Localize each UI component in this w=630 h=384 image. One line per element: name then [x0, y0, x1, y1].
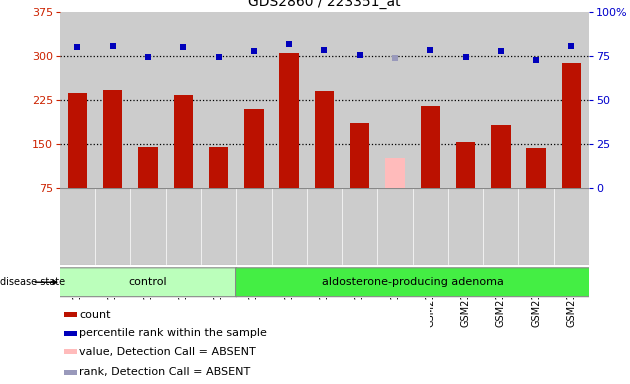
Text: aldosterone-producing adenoma: aldosterone-producing adenoma	[322, 277, 503, 287]
Bar	[68, 93, 87, 188]
Bar	[280, 53, 299, 188]
Bar	[350, 123, 369, 188]
Bar	[456, 142, 475, 188]
Bar	[315, 91, 334, 188]
Bar	[527, 147, 546, 188]
Bar	[491, 124, 510, 188]
Bar	[421, 106, 440, 188]
Bar	[103, 90, 122, 188]
FancyBboxPatch shape	[236, 268, 590, 297]
Bar	[139, 147, 158, 188]
Bar	[386, 157, 404, 188]
FancyBboxPatch shape	[59, 268, 237, 297]
Title: GDS2860 / 223351_at: GDS2860 / 223351_at	[248, 0, 401, 9]
Text: control: control	[129, 277, 168, 287]
Text: rank, Detection Call = ABSENT: rank, Detection Call = ABSENT	[79, 367, 250, 377]
Bar	[64, 349, 77, 354]
Bar	[64, 331, 77, 336]
Bar	[64, 370, 77, 375]
Bar	[209, 147, 228, 188]
Text: disease state: disease state	[0, 277, 65, 287]
Text: value, Detection Call = ABSENT: value, Detection Call = ABSENT	[79, 347, 256, 357]
Text: percentile rank within the sample: percentile rank within the sample	[79, 328, 267, 338]
Text: count: count	[79, 310, 111, 320]
Bar	[244, 109, 263, 188]
Bar	[562, 63, 581, 188]
Bar	[64, 312, 77, 317]
Bar	[174, 95, 193, 188]
